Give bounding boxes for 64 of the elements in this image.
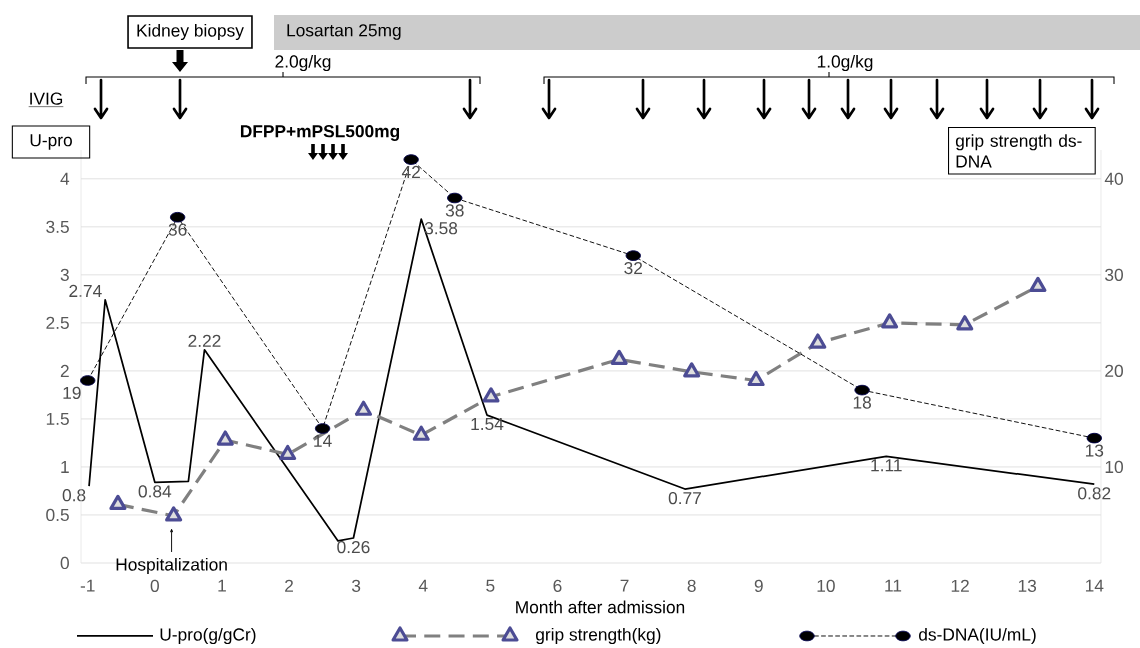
x-tick-label: 3 [351, 579, 361, 592]
y-tick-label: 0.5 [46, 508, 69, 522]
y-tick-label: 4 [60, 172, 70, 185]
legend-label: ds-DNA(IU/mL) [919, 627, 1036, 645]
y-tick-label: 2 [60, 364, 69, 377]
legend-label: U-pro(g/gCr) [160, 627, 256, 645]
data-label: 42 [401, 165, 420, 178]
data-label: 14 [314, 434, 332, 447]
annotation: Hospitalization [116, 557, 227, 575]
data-label: 36 [168, 223, 187, 236]
y-tick-label: 3.5 [46, 220, 69, 233]
x-tick-label: -1 [80, 579, 95, 592]
y2-tick-label: 30 [1105, 268, 1123, 281]
x-tick-label: 0 [150, 579, 159, 592]
data-label: 0.82 [1078, 487, 1111, 500]
data-label: 0.77 [668, 491, 701, 505]
point [854, 384, 870, 396]
y-axis-title: U-pro [30, 134, 72, 150]
point [169, 211, 186, 223]
data-label: 3.58 [424, 222, 458, 235]
y-tick-label: 1.5 [46, 412, 69, 425]
data-label: 0.26 [337, 540, 370, 554]
y2-tick-label: 10 [1105, 460, 1123, 474]
x-tick-label: 12 [951, 579, 969, 592]
x-tick-label: 6 [553, 579, 562, 592]
x-tick-label: 13 [1018, 579, 1037, 592]
data-label: 0.84 [138, 485, 172, 498]
data-label: 19 [63, 386, 81, 400]
x-tick-label: 7 [620, 579, 629, 592]
data-label: 0.8 [62, 489, 86, 502]
legend-label: grip strength(kg) [536, 627, 661, 645]
data-label: 2.22 [188, 334, 221, 347]
y2-tick-label: 20 [1105, 364, 1123, 378]
y-tick-label: 0 [60, 556, 69, 570]
x-tick-label: 4 [418, 579, 428, 592]
text: Kidney biopsy [137, 23, 244, 41]
y-tick-label: 2.5 [46, 316, 69, 330]
text: Losartan 25mg [287, 24, 401, 40]
data-label: 1.11 [871, 459, 902, 472]
data-label: 1.54 [471, 418, 504, 431]
x-tick-label: 8 [687, 579, 696, 592]
x-tick-label: 9 [754, 579, 763, 592]
data-label: 13 [1085, 444, 1104, 457]
text: IVIG [30, 92, 63, 105]
x-tick-label: 11 [885, 579, 902, 592]
x-axis-title: Month after admission [516, 600, 685, 614]
y-tick-label: 1 [61, 460, 69, 473]
x-tick-label: 5 [486, 579, 495, 592]
data-label: 32 [624, 261, 643, 275]
point [447, 192, 463, 204]
data-label: 38 [445, 204, 464, 217]
x-tick-label: 10 [817, 579, 835, 592]
x-tick-label: 1 [218, 579, 226, 592]
y2-tick-label: 40 [1104, 172, 1123, 185]
x-tick-label: 14 [1085, 579, 1104, 592]
text: 2.0g/kg [275, 54, 331, 72]
point [1086, 432, 1102, 444]
data-label: 2.74 [69, 284, 102, 297]
y-tick-label: 3 [60, 268, 69, 281]
data-label: 18 [853, 396, 871, 409]
text: 1.0g/kg [817, 54, 873, 72]
text: DFPP+mPSL500mg [240, 125, 400, 141]
x-tick-label: 2 [285, 579, 293, 592]
y2-axis-title: grip strength ds-DNA [955, 134, 1082, 168]
